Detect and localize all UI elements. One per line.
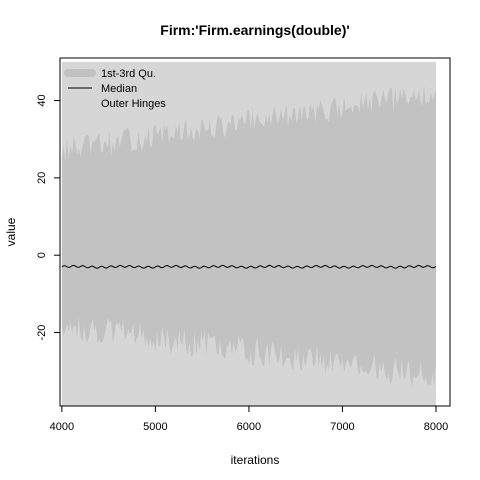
legend-median-label: Median xyxy=(101,83,137,95)
legend-quartile-label: 1st-3rd Qu. xyxy=(101,68,156,80)
x-axis-tick-label: 5000 xyxy=(143,421,167,433)
plot-layer xyxy=(61,61,437,406)
y-axis-tick-label: 20 xyxy=(36,172,48,184)
axis-layer: 4000 5000 6000 7000 8000 -20 0 20 40 xyxy=(36,57,451,433)
y-axis-tick-label: 0 xyxy=(36,252,48,258)
x-axis-tick-label: 8000 xyxy=(424,421,448,433)
x-axis-tick-label: 4000 xyxy=(50,421,74,433)
legend-outer-hinges-label: Outer Hinges xyxy=(101,98,166,110)
quartile-band xyxy=(61,85,436,388)
y-axis-label: value xyxy=(4,217,18,246)
median-line xyxy=(61,264,437,269)
legend-layer: 1st-3rd Qu. Median Outer Hinges xyxy=(64,68,166,110)
y-axis-tick-label: -20 xyxy=(36,325,48,341)
x-axis-tick-label: 6000 xyxy=(237,421,261,433)
x-axis-tick-label: 7000 xyxy=(330,421,354,433)
x-axis-label: iterations xyxy=(231,453,280,467)
y-axis-tick-label: 40 xyxy=(36,94,48,106)
chart-title: Firm:'Firm.earnings(double)' xyxy=(160,22,349,38)
